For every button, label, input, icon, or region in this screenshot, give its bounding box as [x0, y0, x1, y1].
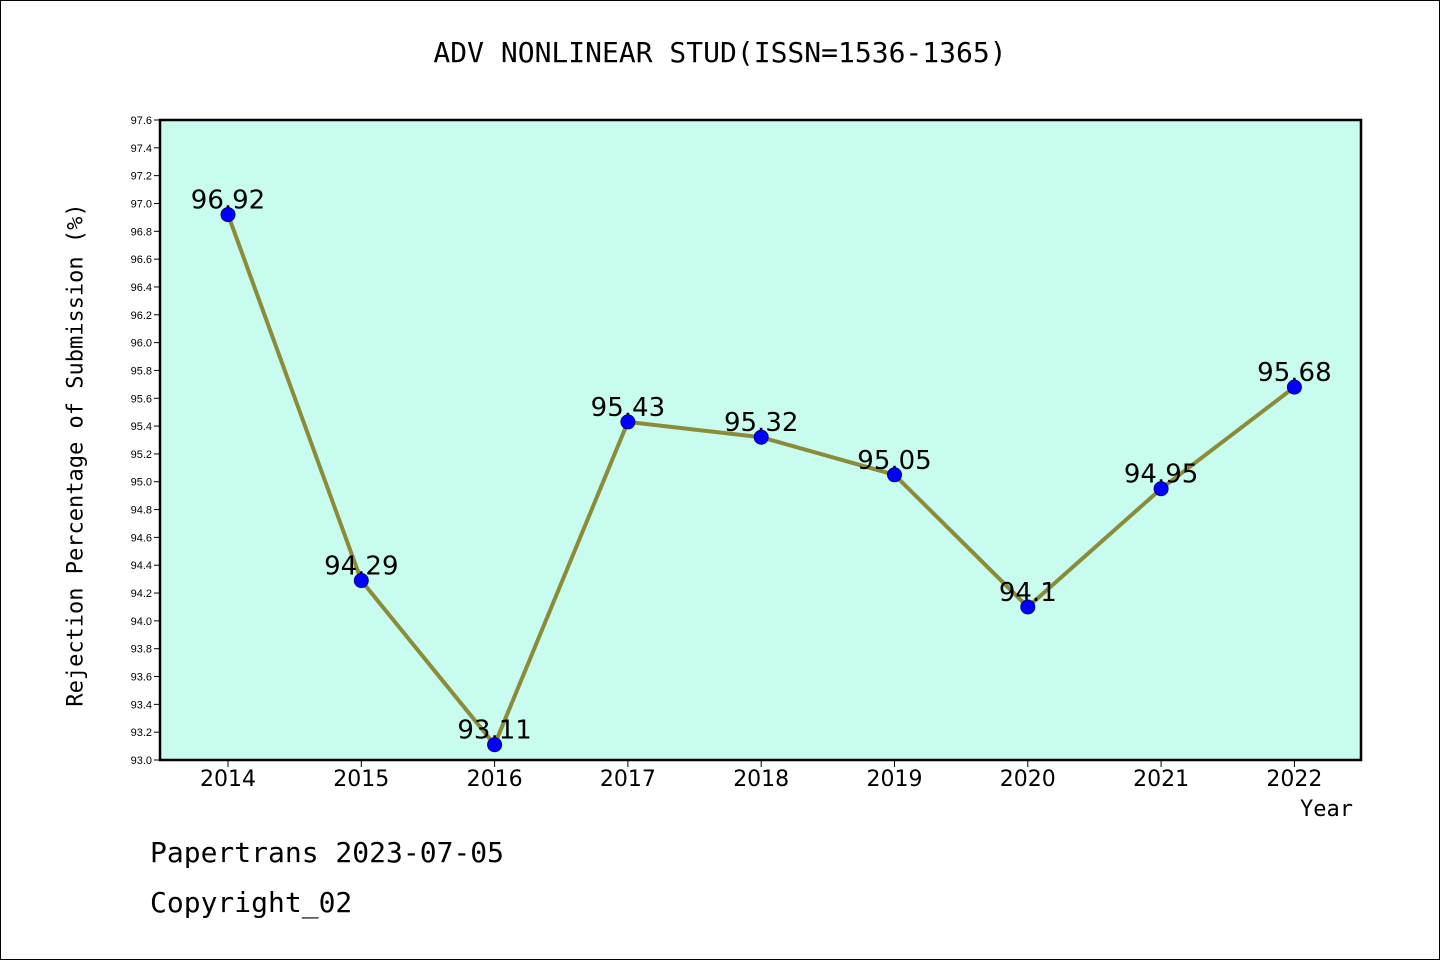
- x-tick-label: 2017: [600, 767, 656, 792]
- x-tick-label: 2015: [333, 767, 389, 792]
- y-tick-label: 96.2: [131, 310, 152, 322]
- y-tick-label: 94.2: [131, 588, 152, 600]
- y-tick-label: 95.6: [131, 393, 152, 405]
- y-tick-label: 93.6: [131, 672, 152, 684]
- x-tick-label: 2014: [200, 767, 256, 792]
- y-tick-label: 96.0: [131, 338, 152, 350]
- data-point: [487, 737, 503, 753]
- footer-copyright: Copyright_02: [150, 886, 353, 919]
- y-tick-label: 94.6: [131, 532, 152, 544]
- chart-title: ADV NONLINEAR STUD(ISSN=1536-1365): [433, 36, 1007, 69]
- x-axis-label: Year: [1300, 797, 1353, 822]
- data-point: [1153, 481, 1169, 497]
- y-tick-label: 97.2: [131, 171, 152, 183]
- x-tick-label: 2020: [1000, 767, 1056, 792]
- x-tick-label: 2022: [1266, 767, 1322, 792]
- x-tick-label: 2018: [733, 767, 789, 792]
- y-tick-label: 93.8: [131, 644, 152, 656]
- y-tick-label: 97.6: [131, 115, 152, 127]
- y-tick-label: 93.2: [131, 727, 152, 739]
- y-tick-label: 93.0: [131, 755, 152, 767]
- data-point: [353, 573, 369, 589]
- data-point: [620, 414, 636, 430]
- x-tick-label: 2019: [867, 767, 923, 792]
- data-point: [753, 429, 769, 445]
- plot-border: [158, 118, 1363, 762]
- y-tick-label: 95.8: [131, 365, 152, 377]
- footer-date: Papertrans 2023-07-05: [150, 836, 505, 869]
- x-tick-label: 2016: [467, 767, 523, 792]
- data-point: [1020, 599, 1036, 615]
- y-tick-label: 94.0: [131, 616, 152, 628]
- y-tick-label: 96.8: [131, 226, 152, 238]
- x-tick-label: 2021: [1133, 767, 1189, 792]
- data-point: [220, 207, 236, 223]
- y-tick-label: 94.8: [131, 505, 152, 517]
- y-tick-label: 97.0: [131, 198, 152, 210]
- y-tick-label: 95.0: [131, 477, 152, 489]
- y-tick-label: 93.4: [131, 699, 152, 711]
- y-tick-label: 96.6: [131, 254, 152, 266]
- data-point: [887, 467, 902, 483]
- y-tick-label: 96.4: [131, 282, 152, 294]
- y-tick-label: 95.4: [131, 421, 152, 433]
- data-point: [1286, 379, 1302, 395]
- y-tick-label: 94.4: [131, 560, 152, 572]
- y-tick-label: 97.4: [131, 143, 152, 155]
- y-tick-label: 95.2: [131, 449, 152, 461]
